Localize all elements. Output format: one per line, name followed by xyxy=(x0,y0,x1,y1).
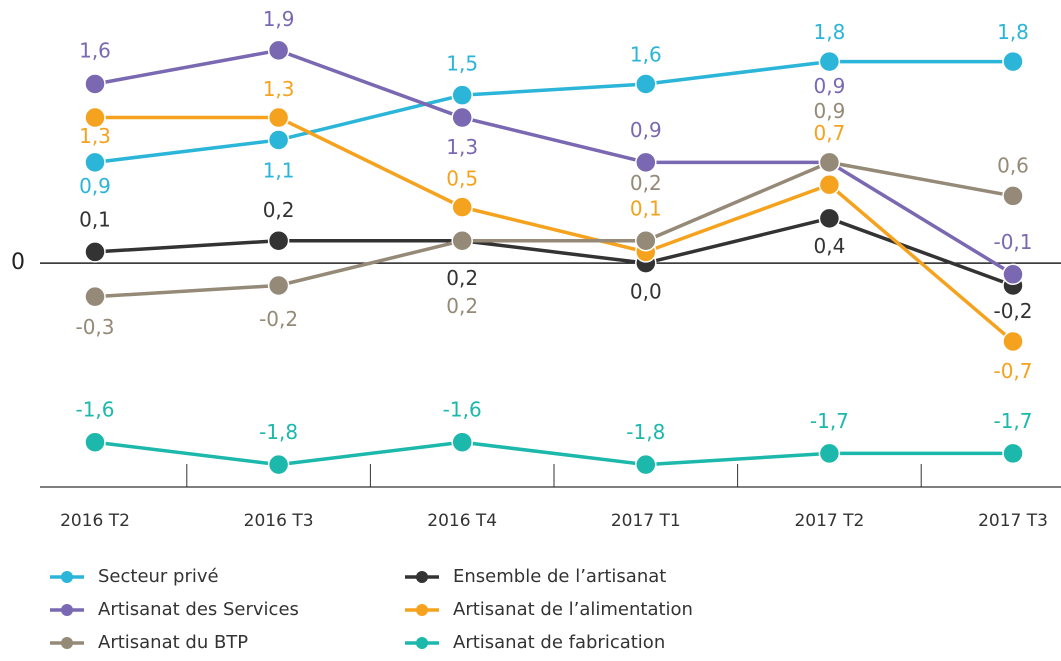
data-label: 1,6 xyxy=(630,42,662,66)
legend-marker xyxy=(61,571,73,583)
data-label: 0,2 xyxy=(446,294,478,318)
data-label: -1,6 xyxy=(75,398,114,422)
data-point xyxy=(84,106,106,129)
legend-item: Artisanat du BTP xyxy=(50,632,248,653)
series-line xyxy=(94,48,1014,276)
data-label: -1,6 xyxy=(443,398,482,422)
data-point xyxy=(84,431,106,453)
data-point xyxy=(267,229,290,252)
x-tick-label: 2016 T3 xyxy=(244,511,314,531)
data-label: 1,3 xyxy=(446,135,478,159)
legend-label: Artisanat des Services xyxy=(98,599,299,620)
data-label: 0,5 xyxy=(446,167,478,191)
data-point xyxy=(451,229,473,252)
data-point xyxy=(635,151,657,174)
data-point xyxy=(1002,263,1024,286)
data-label: -0,2 xyxy=(993,299,1032,323)
data-label: 0,2 xyxy=(630,171,662,195)
data-point xyxy=(267,106,290,129)
data-label: -1,7 xyxy=(993,409,1032,433)
data-point xyxy=(84,73,106,95)
series-line xyxy=(94,160,1014,299)
data-point xyxy=(267,129,290,151)
data-label: 0,6 xyxy=(997,153,1029,177)
x-tick-label: 2016 T2 xyxy=(60,511,130,531)
data-label: 0,9 xyxy=(79,174,111,198)
data-label: 1,8 xyxy=(997,20,1029,44)
legend-label: Artisanat de l’alimentation xyxy=(453,599,693,620)
data-label: -0,7 xyxy=(993,359,1032,383)
legend-marker xyxy=(61,637,73,649)
data-label: 0,1 xyxy=(79,207,111,231)
y-tick-label: 0 xyxy=(11,250,25,275)
legend-label: Artisanat de fabrication xyxy=(453,632,665,653)
data-point xyxy=(818,207,841,230)
legend-marker xyxy=(61,604,73,616)
data-point xyxy=(267,39,290,62)
legend-label: Secteur privé xyxy=(98,566,219,587)
data-label: -1,8 xyxy=(259,420,298,444)
x-tick-label: 2017 T1 xyxy=(611,511,681,531)
data-label: -1,8 xyxy=(626,420,665,444)
series-line xyxy=(94,216,1014,288)
x-tick-label: 2017 T3 xyxy=(978,511,1048,531)
data-point xyxy=(451,84,473,106)
data-point xyxy=(84,241,106,263)
data-point xyxy=(635,229,657,252)
legend-item: Secteur privé xyxy=(50,566,219,587)
legend-label: Ensemble de l’artisanat xyxy=(453,566,666,587)
data-point xyxy=(267,274,290,297)
data-label: 1,5 xyxy=(446,52,478,76)
legend-marker xyxy=(416,571,428,583)
data-point xyxy=(1002,442,1024,465)
legend-marker xyxy=(416,637,428,649)
data-label: 1,8 xyxy=(813,20,845,44)
data-point xyxy=(451,196,473,218)
data-label: 1,3 xyxy=(79,124,111,148)
data-label: 0,2 xyxy=(263,198,295,222)
data-label: 0,9 xyxy=(630,118,662,142)
data-point xyxy=(635,73,657,95)
data-label: 0,9 xyxy=(813,99,845,123)
legend-marker xyxy=(416,604,428,616)
data-label: -0,2 xyxy=(259,307,298,331)
data-label: -0,1 xyxy=(993,230,1032,254)
data-label: 0,7 xyxy=(813,121,845,145)
legend-label: Artisanat du BTP xyxy=(98,632,248,653)
data-point xyxy=(84,151,106,174)
data-point xyxy=(818,151,841,174)
data-label: 0,4 xyxy=(813,234,845,258)
data-label: 0,2 xyxy=(446,266,478,290)
data-label: 0,1 xyxy=(630,196,662,220)
data-point xyxy=(84,285,106,308)
legend-item: Artisanat de l’alimentation xyxy=(405,599,693,620)
series-line xyxy=(95,115,1015,343)
x-tick-label: 2017 T2 xyxy=(794,511,864,531)
data-label: 0,0 xyxy=(630,280,662,304)
data-point xyxy=(451,431,473,453)
data-point xyxy=(635,453,657,476)
data-label: 1,6 xyxy=(79,38,111,62)
data-point xyxy=(818,173,841,196)
data-point xyxy=(1002,50,1024,73)
series-line xyxy=(94,440,1013,467)
legend-item: Artisanat de fabrication xyxy=(405,632,665,653)
data-label: 1,1 xyxy=(263,158,295,182)
series-line xyxy=(94,59,1013,165)
data-point xyxy=(818,442,841,465)
data-point xyxy=(1002,185,1024,207)
data-label: -1,7 xyxy=(810,409,849,433)
data-label: 1,3 xyxy=(263,77,295,101)
data-point xyxy=(1002,330,1024,353)
legend-item: Ensemble de l’artisanat xyxy=(405,566,666,587)
data-label: -0,3 xyxy=(75,315,114,339)
legend-item: Artisanat des Services xyxy=(50,599,299,620)
x-tick-label: 2016 T4 xyxy=(427,511,497,531)
data-label: 1,9 xyxy=(263,7,295,31)
data-label: 0,9 xyxy=(813,74,845,98)
data-point xyxy=(267,453,290,476)
data-point xyxy=(818,50,841,73)
data-point xyxy=(451,106,473,129)
